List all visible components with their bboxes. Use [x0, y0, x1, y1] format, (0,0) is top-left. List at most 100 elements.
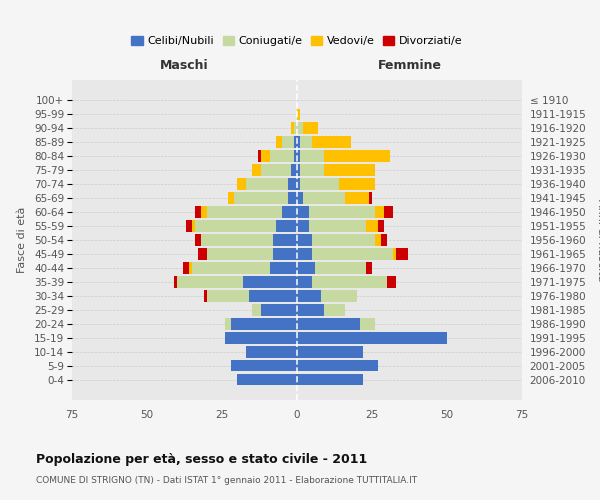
- Bar: [300, 178, 339, 190]
- Bar: [282, 206, 297, 218]
- Bar: [387, 276, 396, 287]
- Bar: [243, 276, 297, 287]
- Bar: [360, 318, 375, 330]
- Bar: [261, 304, 297, 316]
- Bar: [297, 108, 300, 120]
- Bar: [225, 332, 297, 344]
- Bar: [324, 304, 345, 316]
- Bar: [276, 220, 297, 232]
- Legend: Celibi/Nubili, Coniugati/e, Vedovi/e, Divorziati/e: Celibi/Nubili, Coniugati/e, Vedovi/e, Di…: [127, 31, 467, 50]
- Bar: [288, 192, 297, 204]
- Bar: [297, 164, 300, 176]
- Bar: [315, 262, 366, 274]
- Bar: [378, 220, 384, 232]
- Bar: [297, 304, 324, 316]
- Bar: [228, 192, 234, 204]
- Bar: [225, 318, 231, 330]
- Bar: [381, 234, 387, 246]
- Bar: [282, 136, 294, 148]
- Bar: [195, 220, 276, 232]
- Bar: [393, 248, 396, 260]
- Bar: [189, 262, 192, 274]
- Bar: [339, 178, 375, 190]
- Bar: [366, 262, 372, 274]
- Bar: [246, 178, 288, 190]
- Bar: [252, 304, 261, 316]
- Bar: [192, 220, 195, 232]
- Bar: [273, 248, 297, 260]
- Bar: [195, 234, 201, 246]
- Bar: [297, 332, 447, 344]
- Bar: [237, 374, 297, 386]
- Bar: [234, 192, 288, 204]
- Bar: [345, 192, 369, 204]
- Bar: [324, 150, 390, 162]
- Bar: [309, 220, 366, 232]
- Bar: [297, 192, 303, 204]
- Bar: [297, 248, 312, 260]
- Text: Femmine: Femmine: [377, 60, 442, 72]
- Bar: [195, 206, 201, 218]
- Bar: [288, 178, 297, 190]
- Bar: [297, 262, 315, 274]
- Bar: [297, 122, 303, 134]
- Bar: [300, 136, 312, 148]
- Bar: [384, 206, 393, 218]
- Bar: [273, 234, 297, 246]
- Bar: [375, 206, 384, 218]
- Bar: [303, 122, 318, 134]
- Bar: [186, 220, 192, 232]
- Bar: [276, 136, 282, 148]
- Bar: [297, 276, 312, 287]
- Text: COMUNE DI STRIGNO (TN) - Dati ISTAT 1° gennaio 2011 - Elaborazione TUTTITALIA.IT: COMUNE DI STRIGNO (TN) - Dati ISTAT 1° g…: [36, 476, 417, 485]
- Bar: [261, 164, 291, 176]
- Bar: [270, 262, 297, 274]
- Bar: [297, 178, 300, 190]
- Bar: [321, 290, 357, 302]
- Bar: [198, 248, 207, 260]
- Bar: [246, 346, 297, 358]
- Bar: [297, 374, 363, 386]
- Bar: [375, 234, 381, 246]
- Bar: [192, 262, 270, 274]
- Bar: [312, 248, 393, 260]
- Bar: [297, 360, 378, 372]
- Bar: [312, 136, 351, 148]
- Bar: [201, 234, 273, 246]
- Bar: [297, 136, 300, 148]
- Bar: [297, 220, 309, 232]
- Bar: [303, 192, 345, 204]
- Bar: [237, 178, 246, 190]
- Bar: [312, 234, 375, 246]
- Bar: [207, 248, 273, 260]
- Bar: [291, 122, 294, 134]
- Bar: [270, 150, 294, 162]
- Bar: [309, 206, 375, 218]
- Bar: [297, 346, 363, 358]
- Bar: [312, 276, 387, 287]
- Bar: [366, 220, 378, 232]
- Bar: [297, 318, 360, 330]
- Bar: [204, 290, 207, 302]
- Text: Popolazione per età, sesso e stato civile - 2011: Popolazione per età, sesso e stato civil…: [36, 452, 367, 466]
- Bar: [297, 206, 309, 218]
- Bar: [174, 276, 177, 287]
- Text: Maschi: Maschi: [160, 60, 209, 72]
- Bar: [231, 318, 297, 330]
- Bar: [249, 290, 297, 302]
- Y-axis label: Anni di nascita: Anni di nascita: [596, 198, 600, 281]
- Bar: [294, 122, 297, 134]
- Bar: [300, 150, 324, 162]
- Bar: [177, 276, 243, 287]
- Y-axis label: Fasce di età: Fasce di età: [17, 207, 27, 273]
- Bar: [300, 164, 324, 176]
- Bar: [369, 192, 372, 204]
- Bar: [294, 136, 297, 148]
- Bar: [183, 262, 189, 274]
- Bar: [261, 150, 270, 162]
- Bar: [207, 206, 282, 218]
- Bar: [396, 248, 408, 260]
- Bar: [258, 150, 261, 162]
- Bar: [231, 360, 297, 372]
- Bar: [294, 150, 297, 162]
